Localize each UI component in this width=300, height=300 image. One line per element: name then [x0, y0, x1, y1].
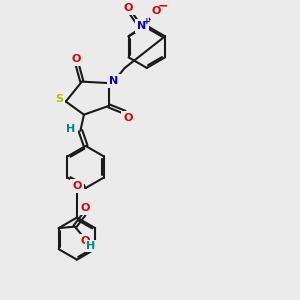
Text: +: + [143, 16, 151, 26]
Text: N: N [137, 21, 147, 32]
Text: O: O [72, 181, 82, 191]
Text: S: S [56, 94, 63, 104]
Text: O: O [80, 203, 90, 213]
Text: −: − [157, 0, 168, 13]
Text: O: O [80, 236, 90, 246]
Text: O: O [123, 3, 133, 13]
Text: O: O [123, 113, 133, 123]
Text: N: N [110, 76, 119, 86]
Text: H: H [86, 241, 95, 251]
Text: O: O [152, 7, 161, 16]
Text: O: O [71, 54, 81, 64]
Text: H: H [66, 124, 76, 134]
